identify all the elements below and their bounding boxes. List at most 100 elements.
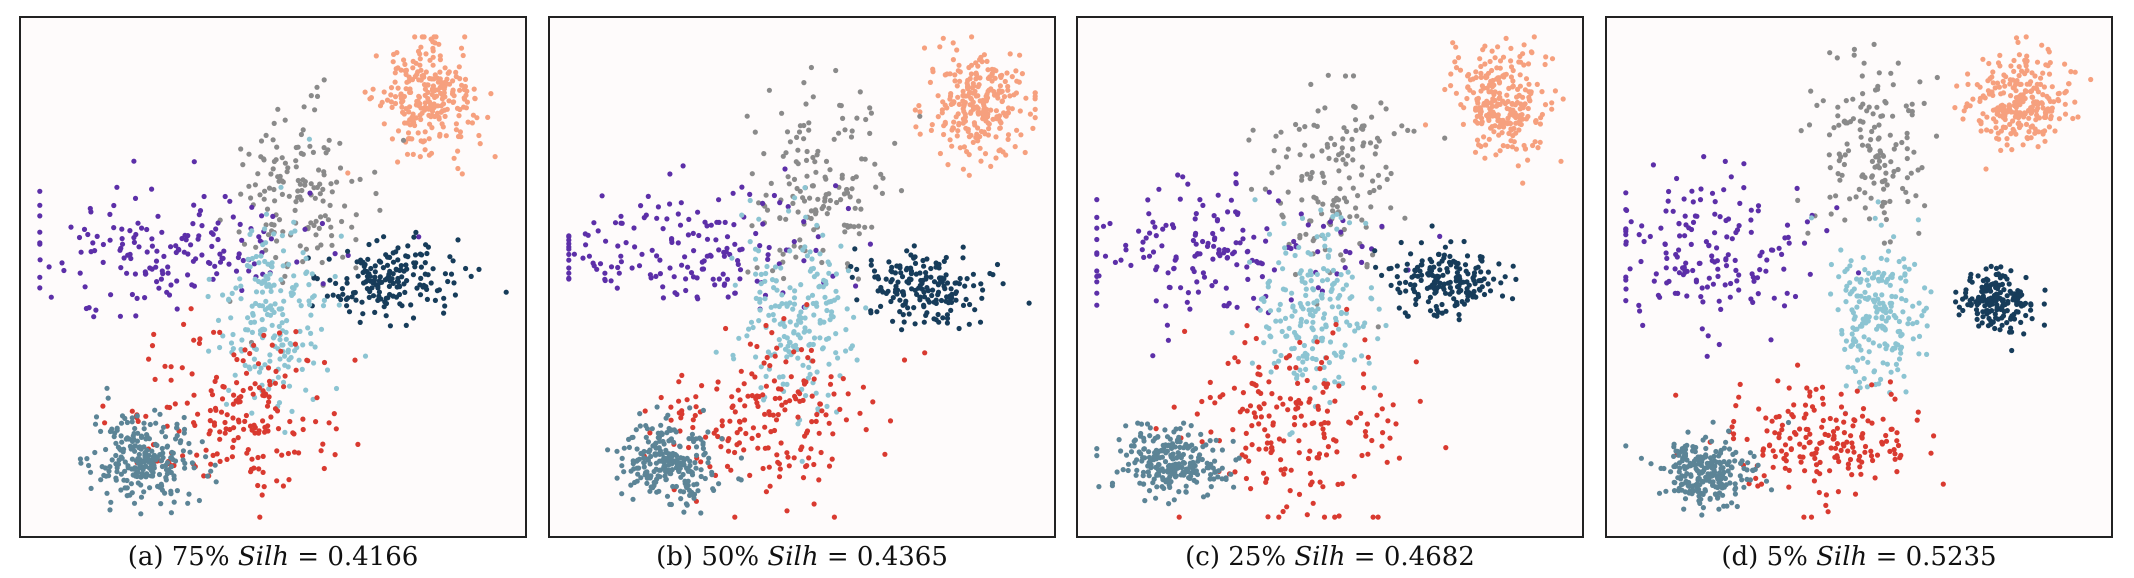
- scatter-point: [2062, 101, 2068, 107]
- scatter-point: [1258, 414, 1264, 420]
- scatter-point: [346, 309, 353, 315]
- scatter-point: [771, 192, 777, 199]
- scatter-point: [774, 345, 780, 351]
- scatter-point: [1287, 431, 1293, 437]
- scatter-point: [282, 117, 288, 123]
- cluster-series: [605, 404, 744, 516]
- scatter-point: [410, 315, 417, 321]
- scatter-point: [1133, 472, 1139, 478]
- scatter-point: [1444, 266, 1450, 272]
- scatter-point: [423, 284, 429, 290]
- scatter-point: [1474, 113, 1480, 119]
- scatter-point: [985, 67, 991, 73]
- scatter-point: [800, 475, 807, 481]
- scatter-point: [1319, 148, 1325, 154]
- scatter-point: [1805, 230, 1811, 236]
- scatter-point: [164, 289, 170, 295]
- scatter-point: [671, 439, 677, 445]
- scatter-point: [318, 242, 324, 248]
- scatter-point: [111, 202, 117, 209]
- scatter-point: [1230, 427, 1236, 433]
- scatter-point: [192, 422, 198, 428]
- scatter-point: [138, 482, 144, 488]
- scatter-point: [1312, 385, 1318, 391]
- scatter-point: [1508, 74, 1514, 80]
- scatter-point: [1510, 263, 1516, 269]
- scatter-point: [1992, 311, 1998, 317]
- scatter-point: [1781, 303, 1788, 309]
- scatter-point: [1824, 228, 1830, 234]
- scatter-point: [1340, 157, 1346, 163]
- scatter-point: [1269, 391, 1275, 397]
- scatter-point: [1510, 133, 1516, 139]
- scatter-point: [795, 209, 801, 215]
- scatter-point: [812, 207, 819, 213]
- scatter-point: [716, 276, 722, 282]
- scatter-point: [127, 443, 133, 449]
- scatter-point: [899, 327, 905, 333]
- scatter-point: [355, 441, 361, 447]
- scatter-point: [1827, 50, 1833, 56]
- scatter-point: [383, 300, 390, 307]
- scatter-point: [928, 274, 934, 280]
- scatter-point: [970, 80, 976, 87]
- scatter-point: [1188, 423, 1194, 429]
- scatter-point: [279, 155, 285, 161]
- scatter-point: [762, 424, 768, 430]
- scatter-point: [1965, 302, 1971, 308]
- cluster-series: [566, 163, 873, 312]
- scatter-point: [1308, 81, 1314, 87]
- scatter-point: [1755, 208, 1761, 214]
- scatter-point: [404, 151, 411, 157]
- scatter-point: [100, 403, 106, 409]
- scatter-point: [1451, 296, 1457, 302]
- scatter-point: [1916, 351, 1922, 357]
- scatter-point: [451, 99, 457, 105]
- scatter-point: [1792, 293, 1799, 300]
- scatter-point: [704, 223, 710, 229]
- scatter-point: [1887, 132, 1893, 138]
- scatter-point: [1272, 348, 1278, 355]
- scatter-point: [671, 274, 677, 280]
- scatter-point: [282, 353, 288, 359]
- scatter-point: [133, 313, 139, 319]
- scatter-point: [156, 471, 163, 478]
- scatter-point: [1509, 109, 1515, 115]
- scatter-point: [300, 342, 306, 348]
- cluster-series: [205, 136, 369, 435]
- scatter-point: [1310, 355, 1316, 362]
- scatter-point: [1281, 438, 1287, 444]
- scatter-point: [795, 414, 801, 420]
- scatter-point: [470, 112, 476, 118]
- scatter-point: [1250, 127, 1256, 133]
- scatter-point: [930, 287, 936, 293]
- scatter-point: [1292, 414, 1298, 421]
- scatter-point: [780, 374, 786, 380]
- scatter-point: [2002, 83, 2008, 89]
- scatter-point: [957, 69, 963, 75]
- scatter-point: [464, 99, 470, 105]
- scatter-point: [2035, 129, 2042, 135]
- scatter-point: [660, 226, 666, 232]
- scatter-point: [246, 151, 252, 157]
- scatter-point: [1319, 278, 1326, 284]
- scatter-point: [2051, 99, 2057, 105]
- scatter-point: [728, 467, 734, 473]
- scatter-point: [2042, 128, 2048, 134]
- scatter-point: [1273, 133, 1279, 139]
- scatter-point: [1801, 240, 1808, 246]
- scatter-point: [104, 490, 110, 496]
- scatter-point: [708, 222, 714, 228]
- scatter-point: [2075, 114, 2081, 120]
- scatter-point: [776, 303, 782, 310]
- scatter-point: [297, 328, 303, 334]
- scatter-point: [908, 271, 914, 277]
- scatter-point: [2037, 81, 2044, 87]
- scatter-point: [2015, 301, 2021, 307]
- cluster-series: [100, 306, 361, 520]
- scatter-point: [186, 440, 192, 447]
- scatter-point: [259, 213, 265, 219]
- scatter-point: [1721, 187, 1727, 193]
- scatter-point: [773, 417, 780, 423]
- scatter-point: [207, 418, 213, 424]
